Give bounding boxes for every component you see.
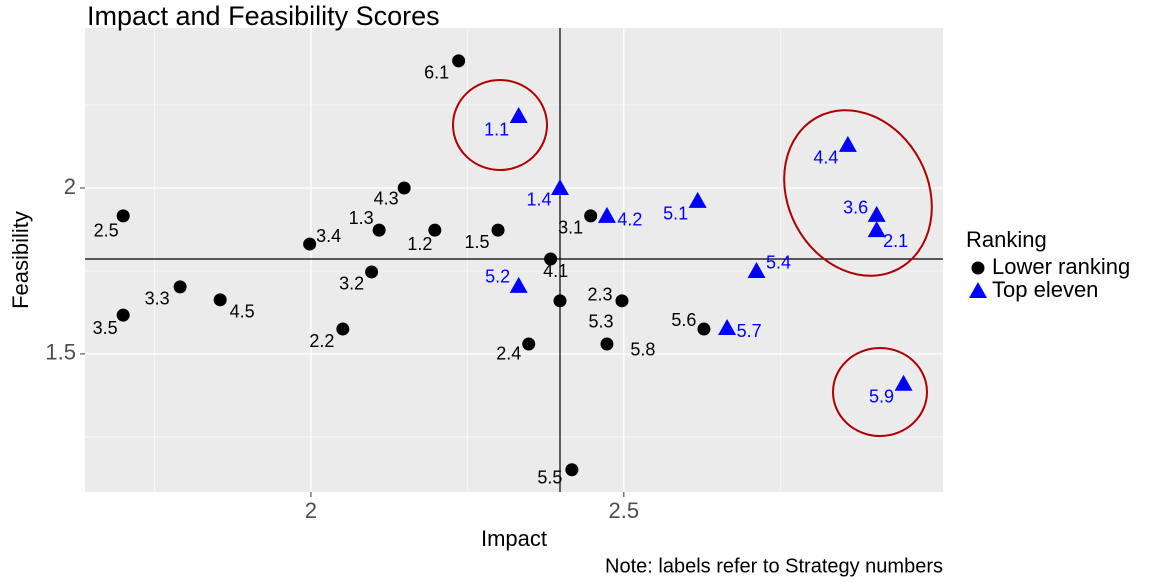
circle-point <box>452 54 466 68</box>
panel <box>85 28 943 492</box>
circle-point <box>116 209 130 223</box>
highlight-ellipse <box>832 347 928 437</box>
highlight-ellipse <box>783 109 933 277</box>
point-label: 1.3 <box>349 208 374 228</box>
circle-point <box>372 223 386 237</box>
circle-point <box>584 209 598 223</box>
point-label: 1.2 <box>407 234 432 254</box>
circle-point <box>428 223 442 237</box>
circle-point <box>553 294 567 308</box>
circle-point <box>116 308 130 322</box>
marks: 6.1 4.3 2.5 1.3 1.2 1.5 3.4 3.1 4.1 3.2 3.3 4.5 3.5 2… <box>85 28 943 492</box>
point-label: 5.2 <box>485 267 510 287</box>
point-label: 2.4 <box>496 344 521 364</box>
triangle-point <box>509 276 528 293</box>
chart-title: Impact and Feasibility Scores <box>87 1 440 31</box>
triangle-point <box>894 374 913 391</box>
point-label: 4.2 <box>617 210 642 230</box>
point-label: 3.4 <box>316 226 341 246</box>
point-label: 4.5 <box>230 302 255 322</box>
legend-label: Lower ranking <box>992 254 1130 279</box>
circle-point <box>522 337 536 351</box>
point-label: 4.4 <box>813 148 838 168</box>
y-axis-title: Feasibility <box>8 211 33 309</box>
point-label: 2.2 <box>309 331 334 351</box>
point-label: 1.4 <box>526 190 551 210</box>
point-label: 5.1 <box>663 204 688 224</box>
triangle-point <box>969 282 987 298</box>
circle-point <box>565 463 579 477</box>
triangle-point <box>550 178 569 195</box>
point-label: 3.1 <box>558 218 583 238</box>
highlight-ellipse <box>452 79 548 171</box>
point-label: 3.2 <box>339 274 364 294</box>
triangle-point <box>688 191 707 208</box>
point-label: 4.1 <box>543 261 568 281</box>
x-axis-title: Impact <box>481 526 547 551</box>
point-label: 1.5 <box>465 232 490 252</box>
circle-point <box>697 322 711 336</box>
point-label: 6.1 <box>424 63 449 83</box>
triangle-point <box>747 261 766 278</box>
note: Note: labels refer to Strategy numbers <box>605 555 943 577</box>
point-label: 3.3 <box>145 289 170 309</box>
point-label: 1.1 <box>484 120 509 140</box>
point-label: 2.3 <box>587 285 612 305</box>
triangle-point <box>509 106 528 123</box>
circle-point <box>600 337 614 351</box>
point-label: 5.4 <box>766 253 791 273</box>
x-tick-label: 2 <box>305 498 317 523</box>
legend-label: Top eleven <box>992 277 1098 302</box>
circle-point <box>491 223 505 237</box>
point-label: 2.1 <box>883 231 908 251</box>
triangle-point <box>597 206 616 223</box>
circle-point <box>971 261 985 275</box>
point-label: 2.5 <box>94 221 119 241</box>
triangle-point <box>867 205 886 222</box>
circle-point <box>213 293 227 307</box>
circle-point <box>544 252 558 266</box>
point-label: 3.6 <box>843 198 868 218</box>
point-label: 5.6 <box>671 310 696 330</box>
circle-point <box>303 237 317 251</box>
point-label: 5.8 <box>630 340 655 360</box>
triangle-point <box>867 221 886 238</box>
circle-point <box>615 294 629 308</box>
y-tick-label: 1.5 <box>45 340 76 365</box>
grid <box>85 28 943 492</box>
triangle-point <box>838 135 857 152</box>
point-label: 5.3 <box>588 312 613 332</box>
point-label: 4.3 <box>374 189 399 209</box>
point-label: 5.7 <box>737 321 762 341</box>
y-tick-label: 2 <box>64 174 76 199</box>
circle-point <box>397 181 411 195</box>
circle-point <box>365 265 379 279</box>
point-label: 5.5 <box>537 468 562 488</box>
legend-title: Ranking <box>966 227 1047 252</box>
point-label: 5.9 <box>869 387 894 407</box>
point-label: 3.5 <box>93 318 118 338</box>
x-tick-label: 2.5 <box>609 498 640 523</box>
triangle-point <box>718 319 737 336</box>
circle-point <box>336 322 350 336</box>
circle-point <box>173 280 187 294</box>
